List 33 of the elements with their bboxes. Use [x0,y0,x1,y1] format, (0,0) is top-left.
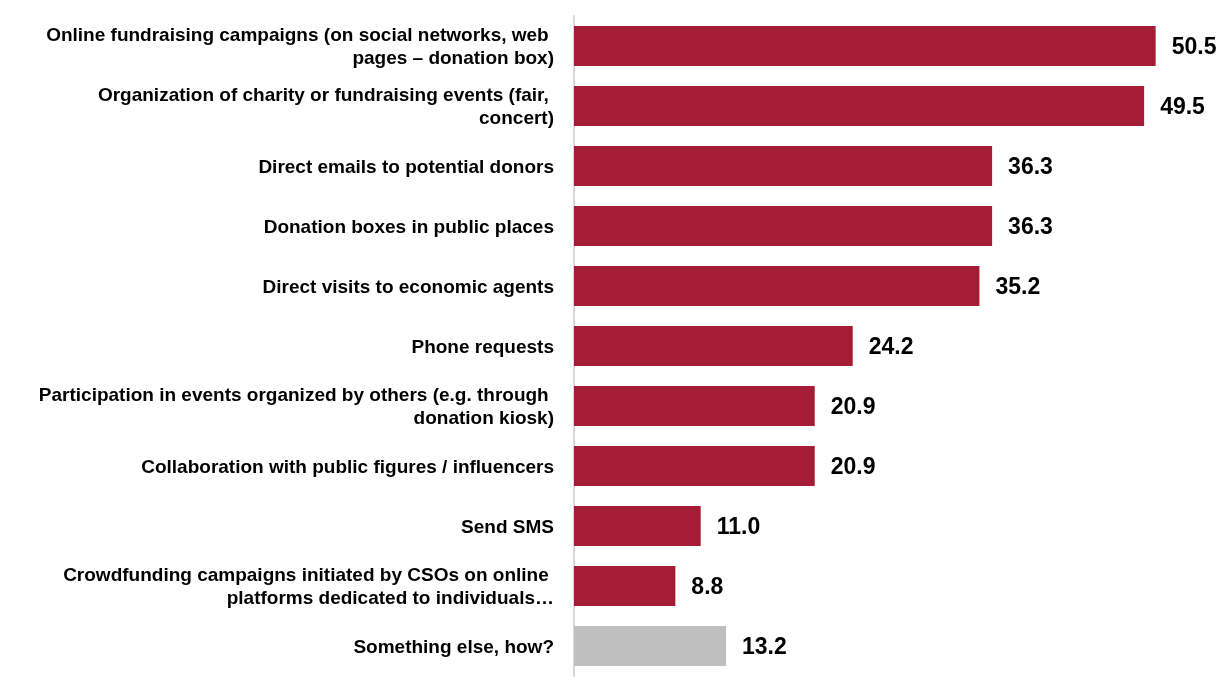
y-tick-label: Crowdfunding campaigns initiated by CSOs on online platforms dedicated to individuals… [63,564,554,608]
y-tick-label: Organization of charity or fundraising events (fair, concert) [97,84,554,128]
bar [574,205,993,247]
y-tick-label: Online fundraising campaigns (on social networks, web pages – donation box) [46,24,554,68]
data-label: 11.0 [716,513,761,539]
y-tick-label: Donation boxes in public places [263,215,554,237]
data-label: 36.3 [1008,213,1053,239]
data-label: 13.2 [742,633,787,659]
bar [574,505,701,547]
y-tick-label: Collaboration with public figures / influencers [141,455,554,477]
bar [574,565,676,607]
data-label: 49.5 [1160,93,1206,119]
data-label: 35.2 [995,273,1041,299]
bar [574,325,853,367]
y-tick-label: Participation in events organized by others (e.g. through donation kiosk) [38,384,554,428]
bar [574,625,727,667]
bar [574,25,1156,67]
bar [574,85,1145,127]
bar [574,145,993,187]
y-tick-label: Phone requests [411,335,554,357]
y-tick-label: Something else, how? [353,635,554,657]
y-tick-label: Send SMS [461,515,554,537]
data-label: 24.2 [868,333,914,359]
y-tick-label: Direct visits to economic agents [262,275,554,297]
data-label: 8.8 [691,573,724,599]
data-label: 20.9 [830,453,876,479]
bar [574,265,980,307]
bar [574,385,815,427]
data-label: 20.9 [830,393,876,419]
data-label: 50.5 [1171,33,1217,59]
data-label: 36.3 [1008,153,1053,179]
y-tick-label: Direct emails to potential donors [258,155,554,177]
bar [574,445,815,487]
